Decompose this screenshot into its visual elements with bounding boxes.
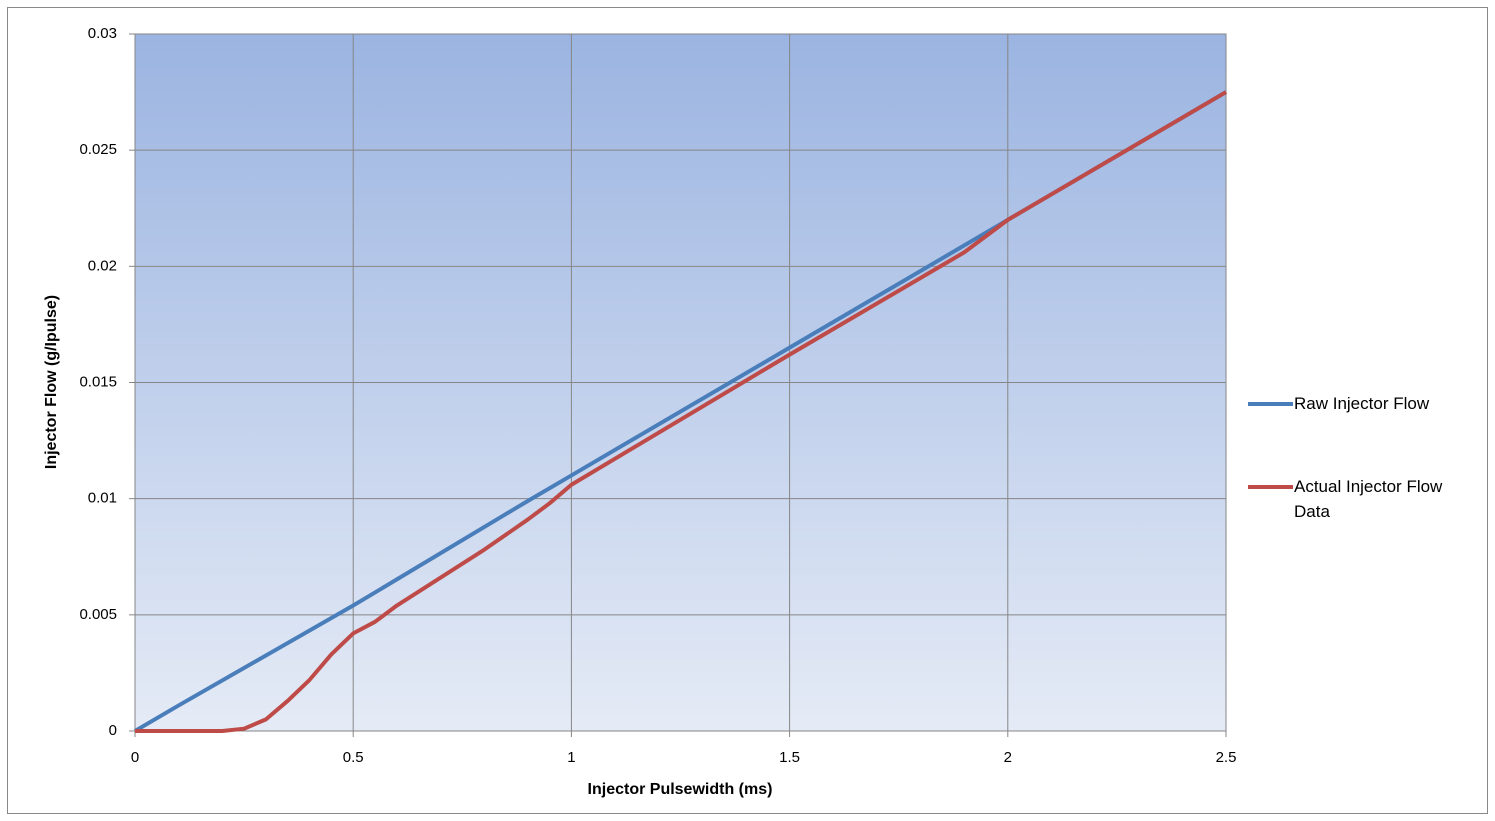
- x-tick-label: 0: [131, 749, 139, 766]
- data-line: [133, 90, 1228, 733]
- y-tick-label: 0.02: [88, 257, 117, 274]
- x-tick-label: 2: [1004, 749, 1012, 766]
- x-tick-label: 1.5: [779, 749, 800, 766]
- x-tick-label: 1: [567, 749, 575, 766]
- x-tick-label: 2.5: [1216, 749, 1237, 766]
- plot-frame: [134, 33, 1227, 732]
- data-line: [135, 90, 1228, 733]
- legend-label: Raw Injector Flow: [1294, 394, 1430, 413]
- y-tick-label: 0.01: [88, 490, 117, 507]
- y-tick-label: 0: [109, 722, 117, 739]
- x-tick-label: 0.5: [343, 749, 364, 766]
- y-tick-label: 0.03: [88, 25, 117, 42]
- y-tick-label: 0.015: [79, 373, 117, 390]
- y-tick-label: 0.005: [79, 606, 117, 623]
- y-axis-title: Injector Flow (g/Ipulse): [43, 295, 60, 469]
- x-axis-title: Injector Pulsewidth (ms): [588, 781, 773, 798]
- legend-label: Actual Injector Flow Data: [1294, 477, 1443, 521]
- y-tick-label: 0.025: [79, 141, 117, 158]
